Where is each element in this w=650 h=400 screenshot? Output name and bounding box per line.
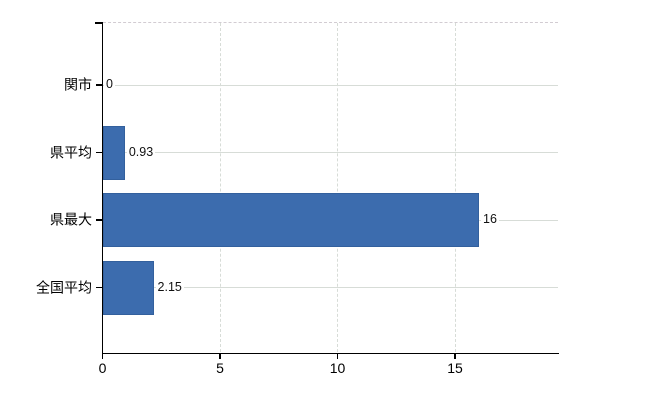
y-axis-top-tick — [95, 22, 102, 24]
y-category-label: 全国平均 — [36, 278, 92, 295]
x-tick — [101, 353, 104, 359]
x-tick — [336, 353, 339, 359]
x-tick-label: 0 — [98, 360, 107, 376]
x-tick-label: 10 — [329, 360, 346, 376]
x-tick — [219, 353, 221, 359]
plot-top-dashed-line — [103, 22, 558, 23]
y-tick — [95, 219, 103, 221]
x-axis-line — [101, 352, 559, 354]
y-tick — [95, 151, 103, 154]
x-tick-label: 5 — [216, 360, 224, 376]
v-gridline — [454, 23, 456, 352]
y-tick — [95, 286, 103, 289]
bar — [103, 260, 154, 315]
bar — [103, 193, 479, 247]
bar-value-label: 2.15 — [155, 279, 184, 295]
x-tick-label: 15 — [447, 360, 463, 376]
x-tick — [454, 353, 456, 359]
v-gridline — [337, 23, 338, 352]
y-category-label: 関市 — [64, 76, 92, 93]
bar-value-label: 0 — [104, 77, 115, 92]
row-gridline — [103, 84, 558, 86]
row-gridline — [103, 287, 558, 288]
bar — [103, 125, 125, 180]
bar-value-label: 16 — [481, 212, 499, 227]
y-tick — [95, 84, 103, 86]
y-axis-line — [101, 22, 103, 353]
v-gridline — [219, 23, 221, 352]
bar-value-label: 0.93 — [126, 144, 156, 160]
y-category-label: 県平均 — [50, 143, 92, 160]
y-category-label: 県最大 — [50, 211, 92, 228]
row-gridline — [103, 152, 558, 153]
